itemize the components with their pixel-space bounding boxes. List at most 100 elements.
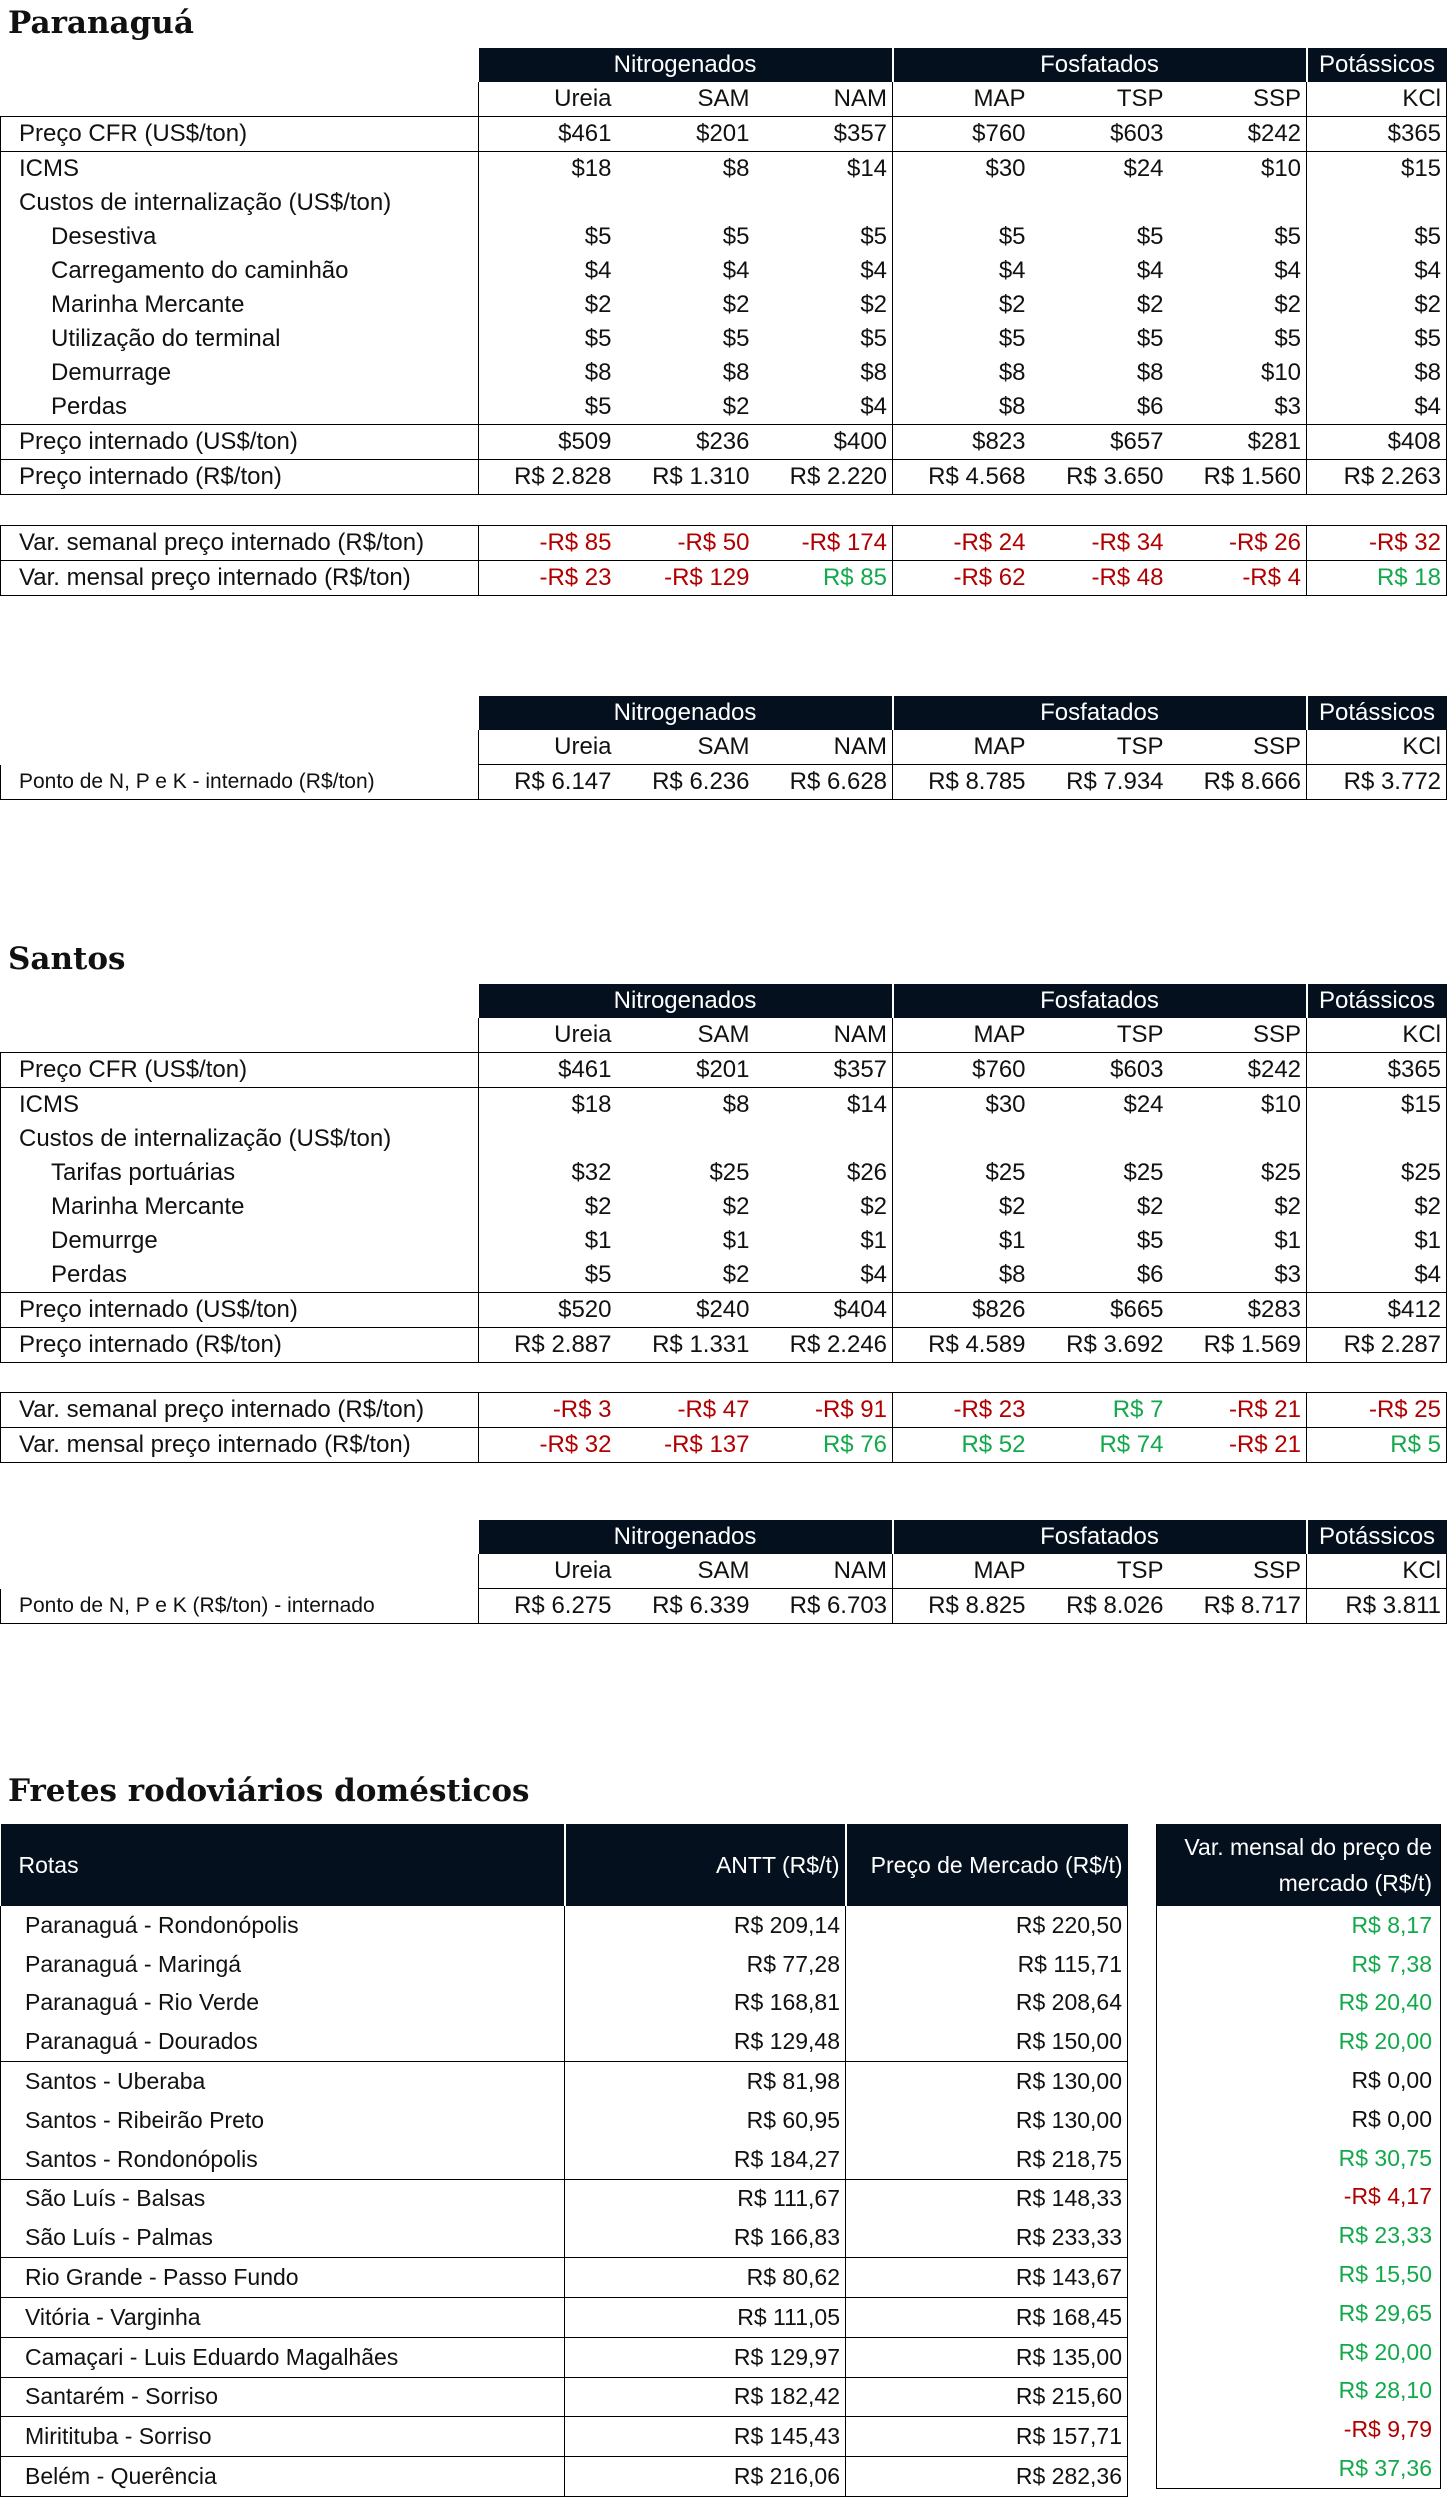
market-var-value: R$ 7,38 bbox=[1156, 1944, 1441, 1984]
market-var-value: R$ 20,40 bbox=[1156, 1983, 1441, 2023]
value-cell: $2 bbox=[998, 1193, 1026, 1220]
market-var-value: R$ 0,00 bbox=[1156, 2099, 1441, 2139]
value-cell: R$ 4.568 bbox=[892, 459, 1031, 495]
group-header: Potássicos bbox=[1305, 984, 1447, 1018]
value-cell: $25 bbox=[1123, 1159, 1164, 1186]
market-var-value: R$ 37,36 bbox=[1156, 2449, 1441, 2489]
table-row: Ponto de N, P e K (R$/ton) - internado R$… bbox=[0, 1588, 1447, 1624]
value-cell: R$ 7.934 bbox=[1030, 764, 1169, 800]
freight-row: Santos - Uberaba R$ 81,98 R$ 130,00 bbox=[0, 2061, 1128, 2101]
value-cell: $365 bbox=[1306, 1052, 1447, 1088]
santos-npk-table: Nitrogenados Fosfatados Potássicos Ureia SAM… bbox=[0, 1520, 1447, 1624]
value-cell: $520 bbox=[478, 1292, 617, 1328]
route-name: Paranaguá - Rio Verde bbox=[0, 1983, 565, 2023]
value-cell: $5 bbox=[998, 223, 1026, 250]
table-row: Preço internado (US$/ton) $509 $236 $400 $82… bbox=[0, 424, 1447, 460]
product-header-row: Ureia SAM NAM MAP TSP SSP KCl bbox=[1, 1018, 1447, 1053]
value-cell: R$ 8.785 bbox=[892, 764, 1031, 800]
freight-row: Miritituba - Sorriso R$ 145,43 R$ 157,71 bbox=[0, 2416, 1128, 2458]
route-name: Santarém - Sorriso bbox=[0, 2377, 565, 2418]
product-header: MAP bbox=[892, 82, 1031, 117]
freight-var-row: R$ 28,10 bbox=[1156, 2371, 1441, 2411]
value-cell bbox=[1168, 186, 1308, 220]
value-cell: -R$ 32 bbox=[1306, 525, 1447, 561]
group-header: Nitrogenados bbox=[478, 984, 893, 1018]
row-label: Var. semanal preço internado (R$/ton) bbox=[0, 1392, 479, 1428]
value-cell: -R$ 34 bbox=[1030, 525, 1169, 561]
market-var-value: R$ 29,65 bbox=[1156, 2293, 1441, 2333]
freight-var-row: -R$ 9,79 bbox=[1156, 2410, 1441, 2450]
header-rotas: Rotas bbox=[0, 1824, 565, 1906]
value-cell: R$ 3.692 bbox=[1030, 1327, 1169, 1363]
value-cell: $8 bbox=[584, 359, 612, 386]
value-cell: $24 bbox=[1030, 151, 1169, 186]
product-header: NAM bbox=[754, 730, 893, 765]
value-cell: R$ 6.339 bbox=[616, 1588, 755, 1624]
value-cell: $25 bbox=[1168, 1156, 1308, 1190]
paranagua-npk-table: Nitrogenados Fosfatados Potássicos Ureia SAM… bbox=[0, 696, 1447, 800]
value-cell: $4 bbox=[722, 257, 750, 284]
row-label: Var. mensal preço internado (R$/ton) bbox=[0, 560, 479, 596]
value-cell: $404 bbox=[754, 1292, 894, 1328]
antt-value: R$ 182,42 bbox=[564, 2377, 846, 2418]
freight-row: São Luís - Palmas R$ 166,83 R$ 233,33 bbox=[0, 2218, 1128, 2259]
value-cell: $5 bbox=[754, 220, 894, 254]
value-cell: R$ 8.717 bbox=[1168, 1588, 1308, 1624]
product-header: SAM bbox=[616, 730, 755, 765]
group-header: Nitrogenados bbox=[478, 696, 893, 730]
row-label: ICMS bbox=[0, 1087, 479, 1122]
market-price-value: R$ 220,50 bbox=[845, 1906, 1128, 1945]
value-cell: R$ 3.772 bbox=[1306, 764, 1447, 800]
value-cell: $2 bbox=[998, 291, 1026, 318]
row-label: Marinha Mercante bbox=[0, 1190, 479, 1224]
route-name: Paranaguá - Maringá bbox=[0, 1944, 565, 1984]
value-cell: $357 bbox=[754, 116, 894, 152]
freight-row: Camaçari - Luis Eduardo Magalhães R$ 129,… bbox=[0, 2337, 1128, 2378]
value-cell: $5 bbox=[1306, 322, 1447, 356]
row-label: Preço CFR (US$/ton) bbox=[0, 1052, 479, 1088]
value-cell: $823 bbox=[892, 424, 1031, 460]
product-header: MAP bbox=[892, 730, 1031, 765]
route-name: Camaçari - Luis Eduardo Magalhães bbox=[0, 2337, 565, 2378]
value-cell: $8 bbox=[754, 356, 894, 390]
group-header-row: Nitrogenados Fosfatados Potássicos bbox=[1, 48, 1447, 82]
market-var-value: R$ 28,10 bbox=[1156, 2371, 1441, 2411]
value-cell: -R$ 62 bbox=[892, 560, 1031, 596]
value-cell: $2 bbox=[754, 1190, 894, 1224]
table-row: Preço internado (R$/ton) R$ 2.828 R$ 1.310… bbox=[0, 459, 1447, 495]
freight-var-row: R$ 20,40 bbox=[1156, 1983, 1441, 2023]
group-header: Potássicos bbox=[1305, 1520, 1447, 1554]
row-label: Perdas bbox=[0, 390, 479, 425]
value-cell: $25 bbox=[985, 1159, 1026, 1186]
group-header: Nitrogenados bbox=[478, 1520, 893, 1554]
product-header: TSP bbox=[1030, 730, 1169, 765]
value-cell: $5 bbox=[754, 322, 894, 356]
value-cell bbox=[617, 1122, 755, 1156]
antt-value: R$ 184,27 bbox=[564, 2139, 846, 2180]
value-cell: $24 bbox=[1030, 1087, 1169, 1122]
table-row: Var. semanal preço internado (R$/ton) -R$… bbox=[0, 1392, 1447, 1428]
freight-var-row: R$ 0,00 bbox=[1156, 2099, 1441, 2139]
value-cell: R$ 6.275 bbox=[478, 1588, 617, 1624]
table-row: Demurrge $1 $1 $1 $1 $5 $1 $1 bbox=[0, 1224, 1447, 1258]
value-cell bbox=[893, 186, 1031, 220]
value-cell: $4 bbox=[754, 1258, 894, 1293]
freight-var-row: R$ 37,36 bbox=[1156, 2449, 1441, 2489]
value-cell: R$ 8.666 bbox=[1168, 764, 1308, 800]
value-cell: $400 bbox=[754, 424, 894, 460]
value-cell: $18 bbox=[478, 151, 617, 186]
row-label: Tarifas portuárias bbox=[0, 1156, 479, 1190]
value-cell: $603 bbox=[1030, 1052, 1169, 1088]
table-row: Preço CFR (US$/ton) $461 $201 $357 $760 $603 $… bbox=[0, 116, 1447, 152]
value-cell: $14 bbox=[754, 151, 894, 186]
value-cell: -R$ 174 bbox=[754, 525, 893, 561]
value-cell: R$ 52 bbox=[892, 1427, 1031, 1463]
group-header-row: Nitrogenados Fosfatados Potássicos bbox=[1, 984, 1447, 1018]
value-cell bbox=[479, 1122, 617, 1156]
product-header: SAM bbox=[616, 1554, 755, 1589]
row-label: Preço CFR (US$/ton) bbox=[0, 116, 479, 152]
value-cell: R$ 6.147 bbox=[478, 764, 617, 800]
row-label: ICMS bbox=[0, 151, 479, 186]
market-price-value: R$ 233,33 bbox=[845, 2218, 1128, 2259]
product-header: MAP bbox=[892, 1018, 1031, 1053]
